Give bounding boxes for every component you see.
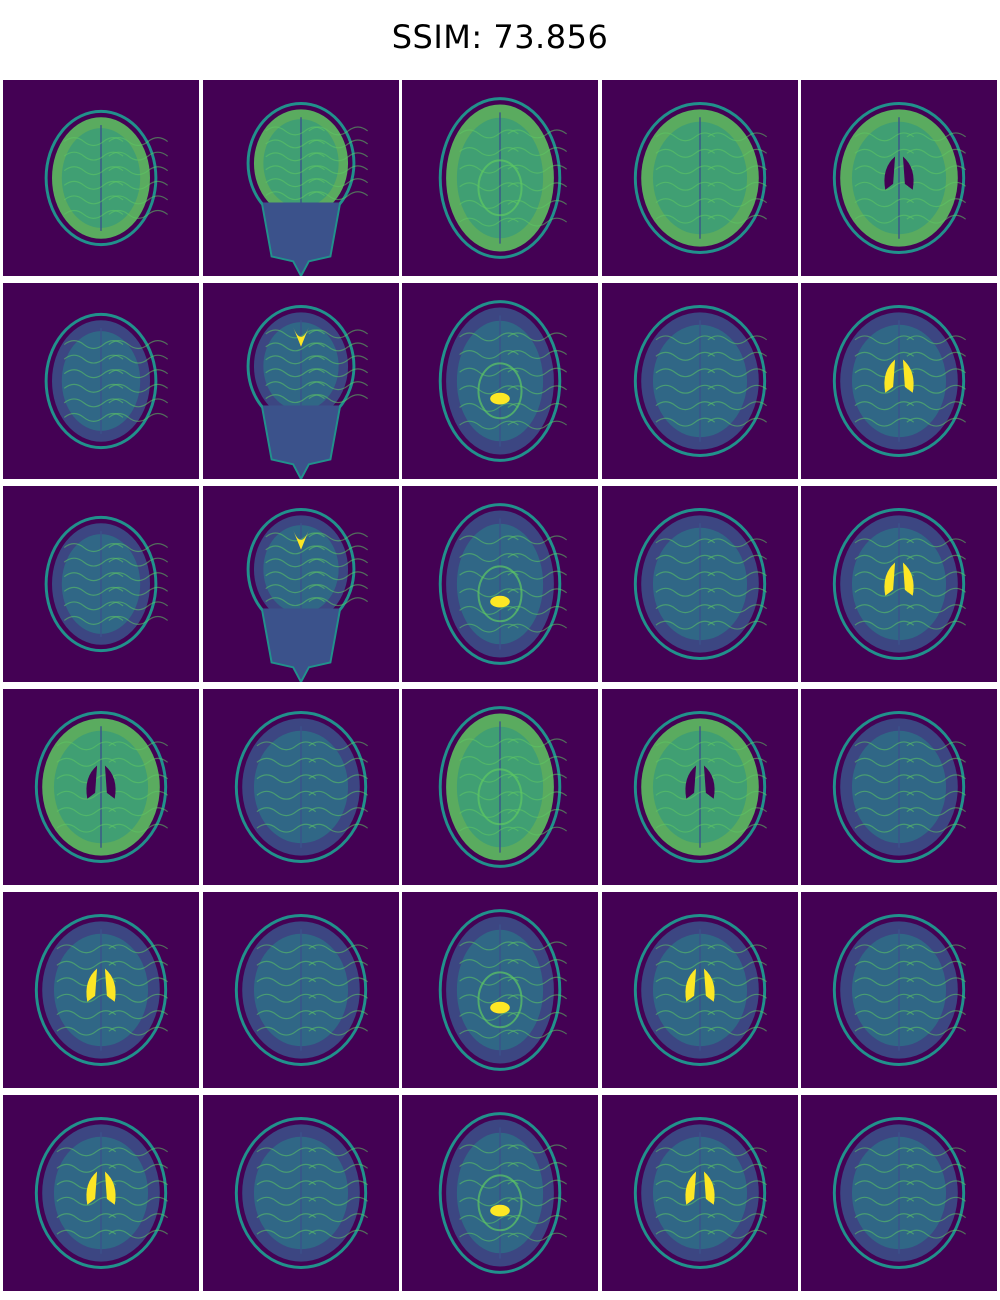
mri-slice-r2-c2 bbox=[203, 283, 399, 479]
mri-slice-r1-c3 bbox=[402, 80, 598, 276]
mri-slice-r3-c2 bbox=[203, 486, 399, 682]
mri-slice-r2-c4 bbox=[602, 283, 798, 479]
mri-slice-r1-c1 bbox=[3, 80, 199, 276]
mri-slice-r3-c4 bbox=[602, 486, 798, 682]
figure-title: SSIM: 73.856 bbox=[391, 18, 609, 56]
mri-slice-r5-c1 bbox=[3, 892, 199, 1088]
mri-slice-r6-c3 bbox=[402, 1095, 598, 1291]
mri-slice-r3-c3 bbox=[402, 486, 598, 682]
mri-slice-r3-c1 bbox=[3, 486, 199, 682]
mri-slice-r4-c3 bbox=[402, 689, 598, 885]
mri-slice-r6-c1 bbox=[3, 1095, 199, 1291]
mri-slice-r4-c4 bbox=[602, 689, 798, 885]
mri-slice-r5-c5 bbox=[801, 892, 997, 1088]
mri-slice-r5-c4 bbox=[602, 892, 798, 1088]
mri-slice-r4-c5 bbox=[801, 689, 997, 885]
mri-slice-r4-c2 bbox=[203, 689, 399, 885]
mri-slice-r1-c5 bbox=[801, 80, 997, 276]
mri-image-grid bbox=[3, 80, 998, 1293]
mri-slice-r1-c4 bbox=[602, 80, 798, 276]
mri-slice-r3-c5 bbox=[801, 486, 997, 682]
mri-slice-r4-c1 bbox=[3, 689, 199, 885]
mri-slice-r6-c2 bbox=[203, 1095, 399, 1291]
mri-slice-r1-c2 bbox=[203, 80, 399, 276]
mri-slice-r5-c2 bbox=[203, 892, 399, 1088]
mri-slice-r2-c5 bbox=[801, 283, 997, 479]
mri-slice-r2-c1 bbox=[3, 283, 199, 479]
mri-slice-r6-c5 bbox=[801, 1095, 997, 1291]
mri-slice-r6-c4 bbox=[602, 1095, 798, 1291]
mri-slice-r2-c3 bbox=[402, 283, 598, 479]
mri-slice-r5-c3 bbox=[402, 892, 598, 1088]
